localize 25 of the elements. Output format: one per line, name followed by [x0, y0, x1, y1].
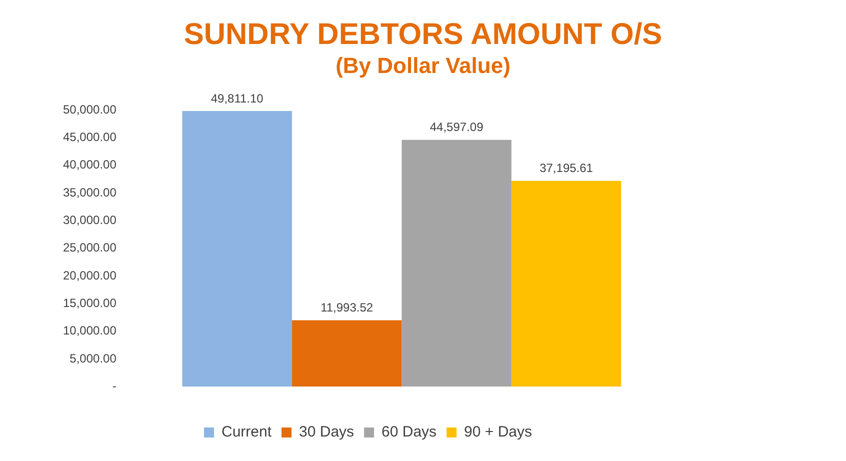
legend-label: 90 + Days: [464, 424, 532, 441]
y-tick-label: 5,000.00: [70, 351, 117, 366]
chart-title: SUNDRY DEBTORS AMOUNT O/S: [182, 18, 664, 52]
data-label: 44,597.09: [430, 120, 484, 134]
data-label: 37,195.61: [540, 161, 594, 176]
data-label: 49,811.10: [210, 91, 264, 106]
legend-label: 30 Days: [299, 424, 354, 441]
y-tick-label: 30,000.00: [62, 212, 117, 227]
bar: [402, 140, 512, 387]
y-tick-label: 15,000.00: [62, 296, 117, 310]
bar: [511, 180, 622, 387]
y-tick-label: 45,000.00: [62, 130, 117, 144]
legend-label: 60 Days: [382, 424, 437, 441]
y-tick-label: 35,000.00: [62, 185, 117, 200]
bar: [292, 320, 402, 387]
y-tick-label: -: [112, 378, 116, 393]
chart-subtitle: (By Dollar Value): [334, 52, 512, 80]
bar: [182, 111, 292, 387]
y-tick-label: 40,000.00: [62, 158, 117, 172]
y-tick-label: 50,000.00: [62, 102, 117, 116]
legend-label: Current: [221, 424, 272, 441]
y-tick-label: 20,000.00: [62, 268, 117, 282]
y-tick-label: 10,000.00: [62, 324, 117, 338]
y-tick-label: 25,000.00: [62, 240, 117, 255]
data-label: 11,993.52: [320, 300, 374, 315]
